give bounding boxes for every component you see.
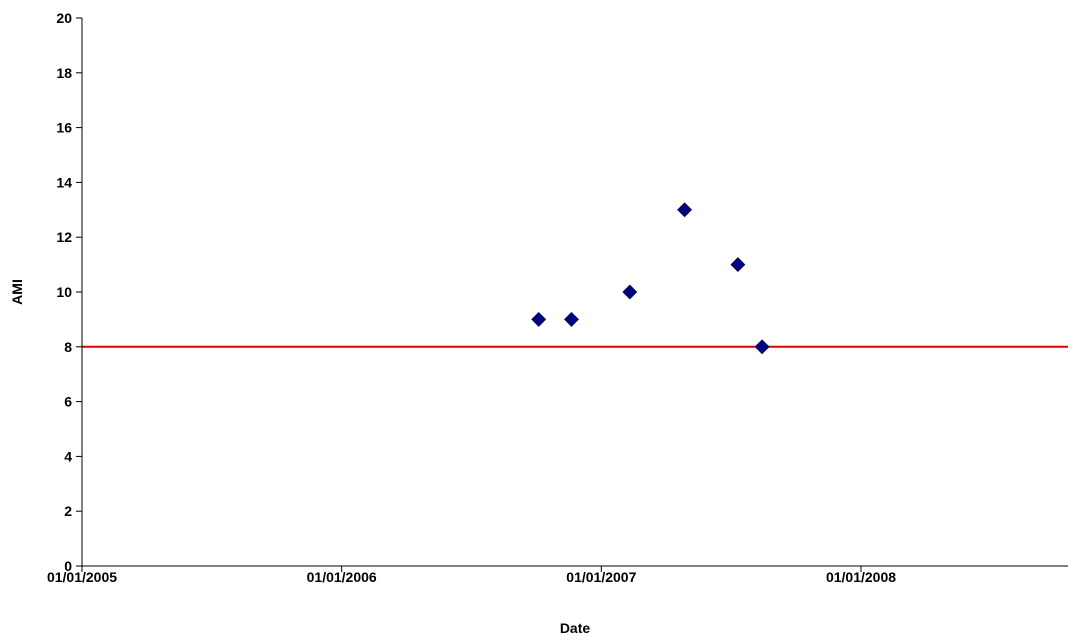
y-tick-label: 0 bbox=[64, 558, 72, 574]
y-tick-label: 12 bbox=[56, 229, 72, 245]
data-points bbox=[531, 202, 770, 355]
y-tick-label: 16 bbox=[56, 120, 72, 136]
y-tick-label: 20 bbox=[56, 10, 72, 26]
y-axis-title: AMI bbox=[9, 279, 25, 305]
y-tick-label: 6 bbox=[64, 394, 72, 410]
x-tick-label: 01/01/2008 bbox=[826, 569, 896, 585]
y-tick-label: 10 bbox=[56, 284, 72, 300]
x-axis-ticks: 01/01/2005 01/01/2006 01/01/2007 01/01/2008 bbox=[47, 566, 896, 585]
axes bbox=[81, 18, 1068, 567]
x-tick-label: 01/01/2005 bbox=[47, 569, 117, 585]
x-tick-label: 01/01/2006 bbox=[307, 569, 377, 585]
y-tick-label: 14 bbox=[56, 174, 72, 190]
y-tick-label: 4 bbox=[64, 448, 72, 464]
data-point-diamond bbox=[730, 257, 746, 273]
y-tick-label: 8 bbox=[64, 339, 72, 355]
data-point-diamond bbox=[564, 311, 579, 327]
data-point-diamond bbox=[677, 202, 693, 218]
data-point-diamond bbox=[754, 339, 770, 355]
y-tick-label: 18 bbox=[56, 65, 72, 81]
y-tick-label: 2 bbox=[64, 503, 72, 519]
x-tick-label: 01/01/2007 bbox=[566, 569, 636, 585]
data-point-diamond bbox=[622, 284, 638, 300]
y-axis-ticks: 0 2 4 6 8 10 12 14 16 18 20 bbox=[56, 10, 82, 574]
x-axis-title: Date bbox=[560, 620, 591, 636]
data-point-diamond bbox=[531, 311, 547, 327]
